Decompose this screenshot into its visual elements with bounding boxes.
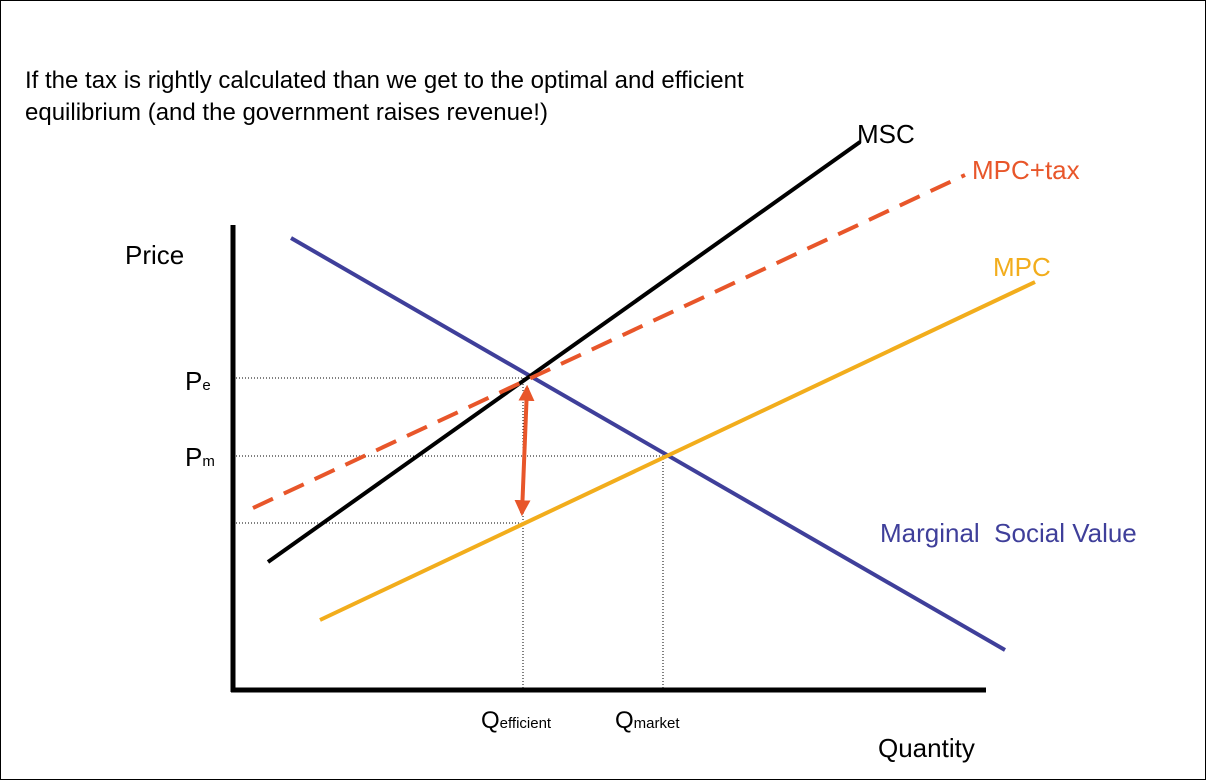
label-sub: market bbox=[634, 715, 681, 732]
mpc-curve bbox=[319, 280, 1036, 622]
pe-label: Pe bbox=[185, 366, 211, 396]
mpc-label: MPC bbox=[993, 252, 1051, 282]
label-main: Q bbox=[481, 707, 500, 734]
label-sub: efficient bbox=[500, 715, 552, 732]
msc-curve bbox=[266, 140, 862, 564]
label-main: Q bbox=[615, 707, 634, 734]
header-line: If the tax is rightly calculated than we… bbox=[25, 67, 744, 94]
x-axis-label: Quantity bbox=[878, 733, 975, 763]
label-main: P bbox=[185, 442, 202, 472]
pm-label: Pm bbox=[185, 442, 215, 472]
label-sub: e bbox=[202, 377, 210, 394]
label-main: P bbox=[185, 366, 202, 396]
msc-label: MSC bbox=[857, 119, 915, 149]
header-line: equilibrium (and the government raises r… bbox=[25, 99, 548, 126]
guides bbox=[233, 377, 664, 690]
mpc-tax-curve bbox=[252, 173, 966, 510]
mpc-tax-label: MPC+tax bbox=[972, 155, 1080, 185]
label-sub: m bbox=[202, 453, 215, 470]
demand-curve bbox=[290, 236, 1006, 652]
tax-arrow bbox=[514, 384, 535, 517]
y-axis-label: Price bbox=[125, 240, 184, 270]
q-market-label: Qmarket bbox=[615, 707, 680, 734]
msv-label: Marginal Social Value bbox=[880, 518, 1137, 548]
q-efficient-label: Qefficient bbox=[481, 707, 552, 734]
